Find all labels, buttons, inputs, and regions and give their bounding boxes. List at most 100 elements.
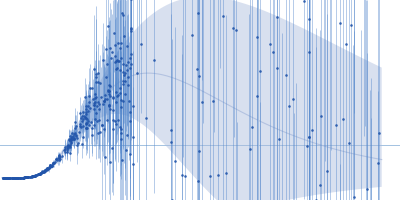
Point bbox=[13, 176, 19, 179]
Point bbox=[89, 134, 95, 137]
Point bbox=[47, 164, 54, 167]
Point bbox=[48, 164, 54, 168]
Point bbox=[41, 169, 47, 173]
Point bbox=[96, 131, 103, 134]
Point bbox=[100, 102, 106, 106]
Point bbox=[126, 119, 133, 123]
Point bbox=[106, 103, 113, 106]
Point bbox=[75, 142, 82, 145]
Point bbox=[71, 132, 77, 135]
Point bbox=[72, 132, 78, 135]
Point bbox=[126, 66, 133, 69]
Point bbox=[86, 94, 93, 98]
Point bbox=[23, 176, 30, 179]
Point bbox=[68, 139, 75, 142]
Point bbox=[65, 138, 72, 141]
Point bbox=[40, 170, 46, 173]
Point bbox=[54, 159, 60, 162]
Point bbox=[21, 176, 28, 179]
Point bbox=[80, 118, 86, 121]
Point bbox=[53, 157, 60, 161]
Point bbox=[117, 46, 124, 50]
Point bbox=[168, 141, 174, 144]
Point bbox=[8, 176, 15, 179]
Point bbox=[120, 62, 126, 66]
Point bbox=[33, 174, 39, 177]
Point bbox=[188, 33, 195, 36]
Point bbox=[119, 158, 126, 162]
Point bbox=[364, 188, 370, 191]
Point bbox=[107, 161, 114, 164]
Point bbox=[14, 176, 20, 179]
Point bbox=[86, 101, 93, 104]
Point bbox=[67, 143, 74, 146]
Point bbox=[110, 127, 116, 130]
Point bbox=[17, 176, 23, 179]
Point bbox=[4, 176, 10, 179]
Point bbox=[29, 175, 35, 178]
Point bbox=[53, 157, 59, 160]
Point bbox=[78, 116, 84, 119]
Point bbox=[96, 119, 102, 122]
Point bbox=[109, 147, 116, 150]
Point bbox=[32, 174, 38, 177]
Point bbox=[306, 50, 312, 53]
Point bbox=[65, 144, 72, 147]
Point bbox=[72, 124, 79, 127]
Point bbox=[80, 110, 86, 113]
Point bbox=[82, 116, 88, 119]
Point bbox=[5, 176, 11, 179]
Point bbox=[233, 28, 239, 31]
Point bbox=[28, 175, 34, 178]
Point bbox=[116, 69, 123, 72]
Point bbox=[90, 102, 97, 105]
Point bbox=[106, 93, 112, 96]
Point bbox=[195, 150, 202, 153]
Point bbox=[77, 111, 84, 114]
Point bbox=[70, 134, 76, 137]
Point bbox=[169, 199, 176, 200]
Point bbox=[276, 138, 282, 141]
Point bbox=[30, 175, 36, 178]
Point bbox=[19, 176, 26, 179]
Point bbox=[340, 117, 346, 120]
Point bbox=[118, 41, 124, 44]
Point bbox=[270, 51, 276, 54]
Point bbox=[57, 155, 63, 158]
Point bbox=[68, 137, 74, 140]
Point bbox=[42, 168, 48, 172]
Point bbox=[182, 174, 188, 177]
Point bbox=[106, 107, 113, 111]
Point bbox=[24, 176, 31, 179]
Point bbox=[99, 123, 106, 126]
Point bbox=[220, 14, 226, 17]
Point bbox=[101, 99, 107, 102]
Point bbox=[107, 95, 113, 98]
Point bbox=[110, 108, 116, 112]
Point bbox=[282, 74, 289, 77]
Point bbox=[57, 157, 64, 161]
Point bbox=[346, 141, 352, 144]
Point bbox=[91, 104, 98, 107]
Point bbox=[48, 165, 54, 168]
Point bbox=[91, 103, 98, 107]
Point bbox=[64, 143, 71, 147]
Point bbox=[304, 144, 310, 147]
Point bbox=[290, 98, 296, 101]
Point bbox=[206, 174, 213, 178]
Point bbox=[69, 135, 76, 139]
Point bbox=[130, 163, 136, 166]
Point bbox=[115, 119, 122, 122]
Point bbox=[40, 170, 46, 174]
Point bbox=[72, 121, 78, 124]
Point bbox=[97, 82, 103, 85]
Point bbox=[37, 172, 43, 176]
Point bbox=[84, 126, 91, 129]
Point bbox=[128, 29, 134, 32]
Point bbox=[3, 176, 10, 179]
Point bbox=[88, 126, 95, 129]
Point bbox=[32, 174, 38, 177]
Point bbox=[17, 176, 24, 179]
Point bbox=[34, 173, 40, 176]
Point bbox=[59, 155, 66, 158]
